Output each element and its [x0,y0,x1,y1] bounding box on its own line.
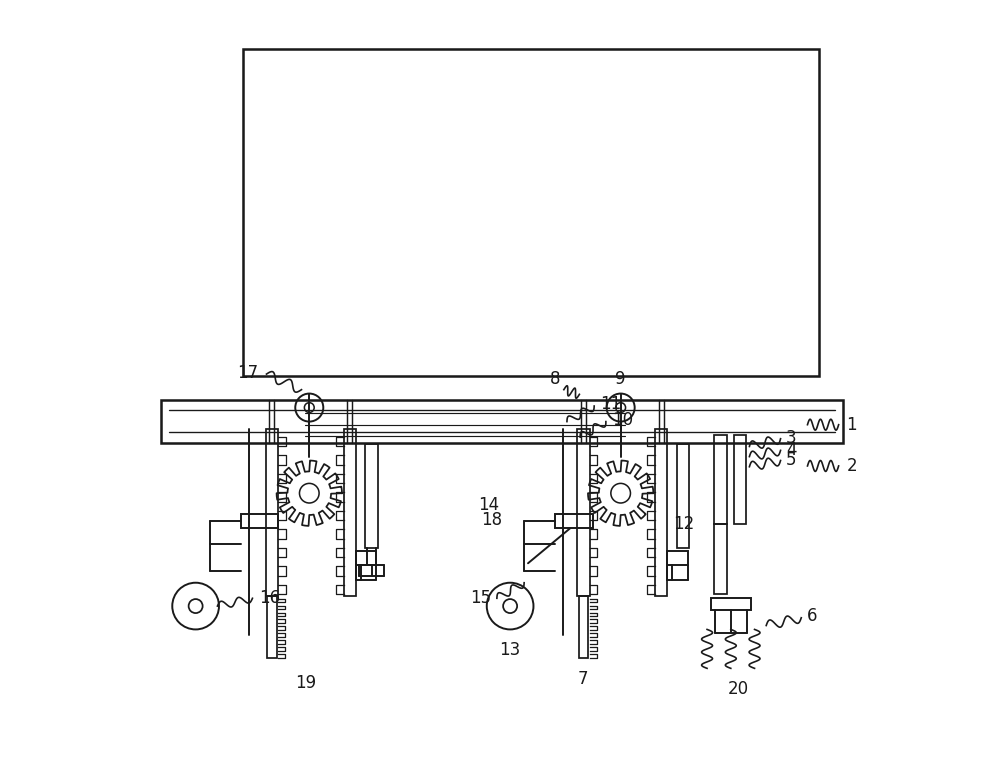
Text: 14: 14 [478,495,499,514]
Text: 6: 6 [807,607,817,625]
Bar [655,430,667,596]
Text: 5: 5 [786,451,797,469]
Bar [677,445,689,548]
Text: 18: 18 [481,511,502,529]
Text: 8: 8 [550,370,561,388]
Text: 16: 16 [259,590,280,608]
Text: 13: 13 [499,641,521,659]
Bar [667,551,688,564]
Text: 4: 4 [786,441,797,459]
Bar [241,514,278,528]
Bar [267,596,277,659]
Text: 1: 1 [846,416,857,434]
Bar [365,445,378,548]
Bar [356,551,376,564]
Bar [579,596,588,659]
Bar [714,435,727,524]
Text: 9: 9 [615,370,626,388]
Text: 12: 12 [673,515,694,533]
Text: 11: 11 [600,395,622,413]
Text: 10: 10 [612,411,633,429]
Bar [714,524,727,594]
Text: 19: 19 [295,673,316,691]
Text: 7: 7 [578,670,589,688]
Bar [266,430,278,596]
Text: 3: 3 [786,429,797,447]
Bar [344,430,356,596]
Text: 15: 15 [470,590,491,608]
Bar [555,514,593,528]
Bar [577,430,590,596]
Text: 17: 17 [238,364,259,382]
Bar [734,435,746,524]
Bar [161,400,843,443]
Text: 2: 2 [846,457,857,475]
Bar [243,49,819,376]
Text: 20: 20 [728,680,749,698]
Bar [711,597,751,610]
